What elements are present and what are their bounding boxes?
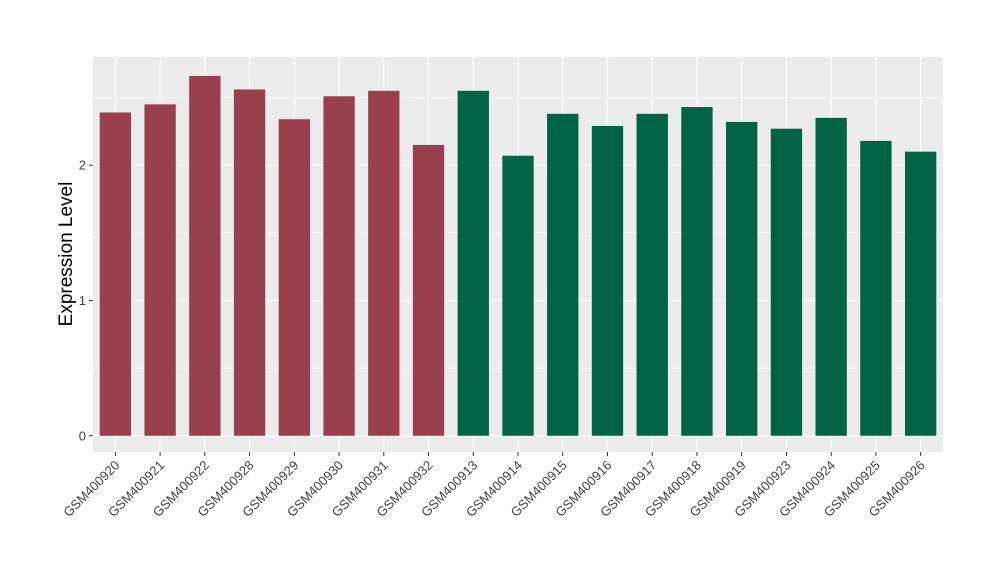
y-tick-label: 0 (79, 428, 86, 443)
y-axis: 0 1 2 (79, 158, 93, 443)
bar-GSM400928 (233, 89, 266, 436)
bar-GSM400918 (681, 107, 713, 436)
bar-GSM400931 (368, 90, 400, 436)
bar-GSM400920 (99, 112, 132, 436)
bar-GSM400925 (860, 140, 892, 436)
y-tick-label: 1 (79, 293, 86, 308)
bar-GSM400926 (904, 151, 937, 436)
bar-GSM400923 (770, 128, 803, 436)
bar-GSM400913 (457, 90, 489, 436)
y-tick-label: 2 (79, 158, 86, 173)
bar-GSM400915 (547, 113, 579, 436)
bar-GSM400916 (591, 125, 624, 436)
bar-GSM400917 (636, 113, 668, 436)
bar-GSM400919 (726, 121, 758, 436)
x-axis: GSM400920GSM400921GSM400922GSM400928GSM4… (60, 452, 928, 520)
y-axis-title: Expression Level (56, 182, 77, 327)
bar-GSM400929 (278, 119, 310, 436)
bar-GSM400921 (144, 104, 176, 436)
bars (99, 75, 937, 436)
bar-GSM400914 (502, 155, 534, 436)
bar-GSM400922 (189, 75, 221, 436)
bar-GSM400932 (412, 144, 445, 436)
bar-GSM400930 (323, 96, 355, 436)
bar-GSM400924 (815, 117, 847, 436)
